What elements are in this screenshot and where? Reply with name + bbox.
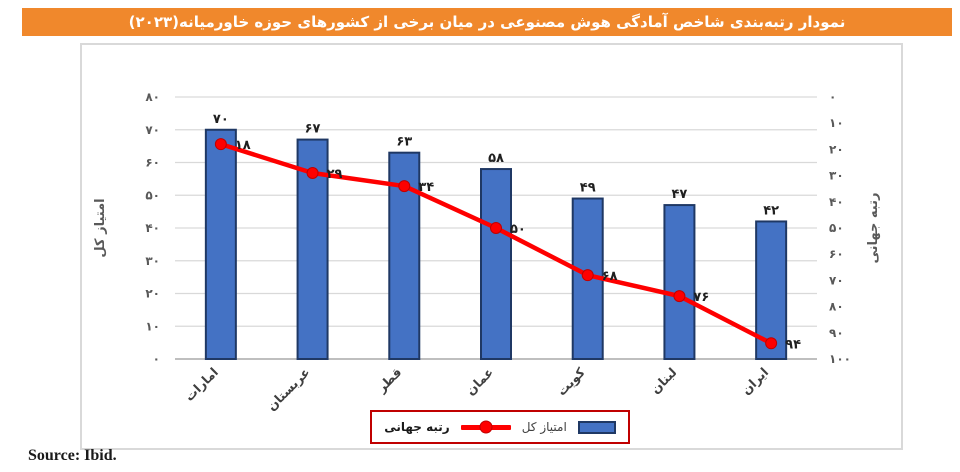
bar-value-label: ۶۳ [396,135,412,150]
legend-line-marker [460,420,511,434]
rank-value-label: ۷۶ [693,290,709,305]
bar [480,168,512,360]
left-axis-tick-label: ۶۰ [145,156,160,170]
category-label: لبنان [648,365,680,397]
rank-point [673,290,686,303]
right-axis-tick-label: ۸۰ [829,300,844,314]
combo-chart: ۷۰ ۶۷ ۶۳ ۵۸ ۴۹ ۴۷ ۴۲ ۱۸ ۲۹ ۳۴ ۵۰ ۶۸ ۷۶ ۹۴ ۰ ۱۰ ۲۰ ۳۰ ۴۰ ۵۰ ۶… [93,90,881,414]
legend-label-total-score: امتیاز کل [521,420,567,434]
rank-point [214,138,227,151]
right-axis-tick-label: ۲۰ [829,142,844,156]
rank-value-label: ۳۴ [418,180,434,195]
right-axis-tick-label: ۱۰ [829,116,844,130]
right-axis-tick-label: ۰ [829,90,836,104]
left-axis-tick-label: ۰ [153,352,160,366]
left-axis-tick-label: ۴۰ [145,221,160,235]
right-axis-tick-label: ۶۰ [829,247,844,261]
chart-title-banner: نمودار رتبه‌بندی شاخص آمادگی هوش مصنوعی … [22,8,952,36]
left-axis-tick-label: ۵۰ [145,188,160,202]
bar-value-label: ۴۷ [671,187,687,202]
rank-value-label: ۵۰ [510,222,526,237]
rank-value-label: ۱۸ [235,138,251,153]
category-label: عربستان [264,365,313,414]
rank-value-label: ۹۴ [785,337,801,352]
chart-frame: ۷۰ ۶۷ ۶۳ ۵۸ ۴۹ ۴۷ ۴۲ ۱۸ ۲۹ ۳۴ ۵۰ ۶۸ ۷۶ ۹۴ ۰ ۱۰ ۲۰ ۳۰ ۴۰ ۵۰ ۶… [80,43,903,450]
bar-value-label: ۷۰ [213,112,229,127]
bar [204,128,237,360]
left-axis-tick-label: ۷۰ [145,123,160,137]
left-axis-tick-label: ۱۰ [145,319,160,333]
category-label: امارات [182,365,221,404]
category-label: عمان [463,365,496,398]
category-label: ایران [738,365,771,398]
source-note: Source: Ibid. [28,447,117,464]
bar [663,204,696,360]
right-axis-tick-label: ۴۰ [829,195,844,209]
right-axis-tick-label: ۷۰ [829,273,844,287]
bar-value-label: ۴۹ [580,181,596,196]
right-axis-tick-label: ۱۰۰ [829,352,851,366]
right-axis-tick-label: ۵۰ [829,221,844,235]
rank-point [765,337,778,350]
right-axis-tick-label: ۹۰ [829,326,844,340]
bar-value-label: ۴۲ [763,203,779,218]
left-axis-title: امتیاز کل [93,198,108,257]
chart-legend: رتبه جهانی امتیاز کل [370,410,630,444]
bar-value-label: ۶۷ [305,122,321,137]
rank-point [306,166,319,179]
legend-bar-swatch [577,420,616,434]
rank-point [490,222,502,234]
rank-point [398,180,411,193]
chart-title: نمودار رتبه‌بندی شاخص آمادگی هوش مصنوعی … [128,13,846,31]
bar-value-label: ۵۸ [488,151,504,166]
rank-point [581,269,594,282]
category-label: قطر [373,365,404,396]
rank-value-label: ۲۹ [327,167,343,182]
left-axis-tick-label: ۲۰ [145,287,160,301]
rank-value-label: ۶۸ [602,269,618,284]
left-axis-tick-label: ۳۰ [145,254,160,268]
legend-line-dot-icon [479,420,493,434]
category-label: کویت [554,364,588,398]
right-axis-title: رتبه جهانی [866,193,881,264]
right-axis-tick-label: ۳۰ [829,169,844,183]
left-axis-tick-label: ۸۰ [145,90,160,104]
legend-label-global-rank: رتبه جهانی [384,420,450,434]
